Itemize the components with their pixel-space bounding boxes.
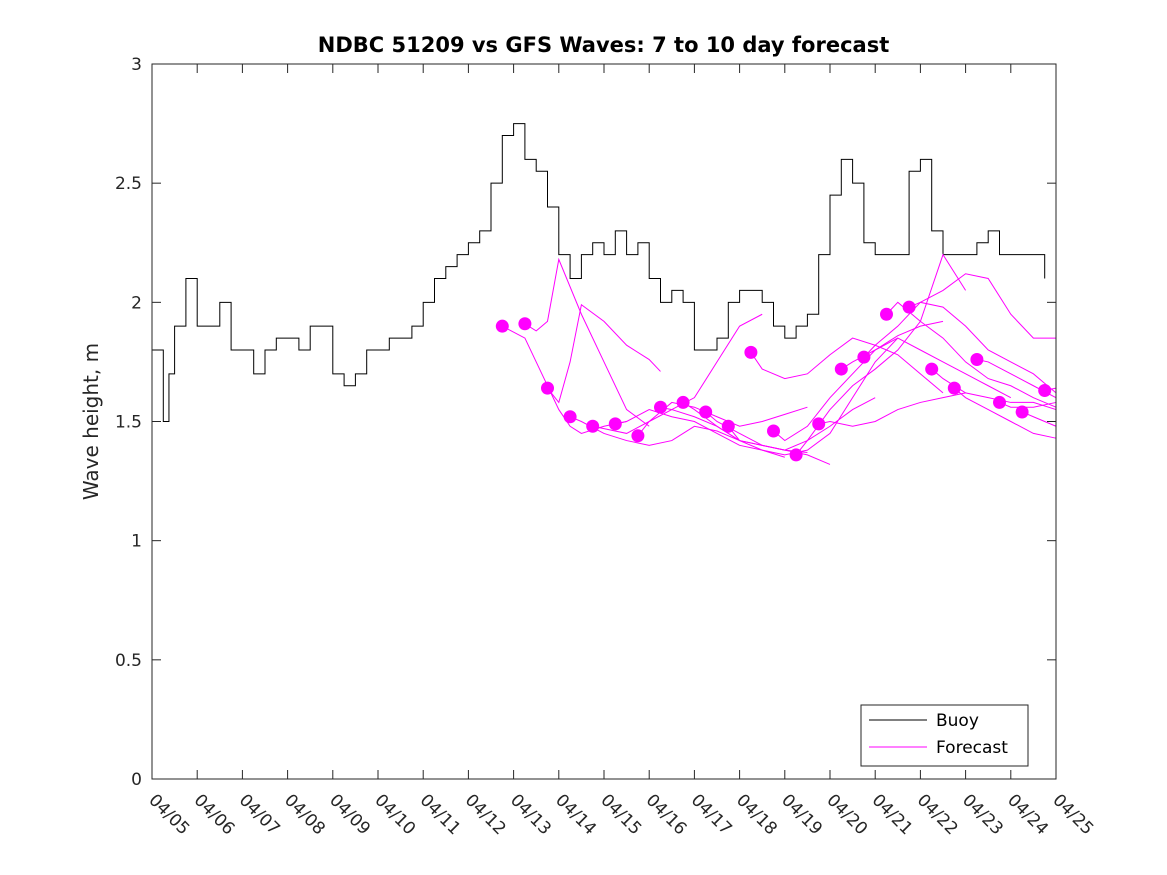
forecast-point <box>631 429 645 443</box>
forecast-point <box>495 319 509 333</box>
forecast-point <box>608 417 622 431</box>
forecast-point <box>1038 384 1052 398</box>
chart-title: NDBC 51209 vs GFS Waves: 7 to 10 day for… <box>318 33 889 57</box>
forecast-point <box>947 381 961 395</box>
forecast-point <box>767 424 780 438</box>
buoy-line <box>152 123 1046 422</box>
forecast-point <box>834 362 848 376</box>
forecast-line <box>931 368 1057 411</box>
forecast-point <box>880 307 893 321</box>
forecast-point <box>699 405 713 419</box>
legend-buoy-label: Buoy <box>936 711 979 731</box>
forecast-line <box>524 257 650 427</box>
forecast-line <box>795 253 967 456</box>
forecast-point <box>970 353 984 367</box>
legend-box <box>860 704 1029 767</box>
y-tick-label: 2.5 <box>115 174 142 194</box>
y-tick-label: 0.5 <box>115 651 142 671</box>
forecast-point <box>518 317 532 331</box>
forecast-point <box>812 417 826 431</box>
forecast-line <box>682 402 831 465</box>
series-layer <box>152 123 1057 465</box>
forecast-line <box>818 392 966 427</box>
forecast-line <box>727 337 899 456</box>
forecast-point <box>586 419 600 433</box>
forecast-point <box>744 345 758 359</box>
y-tick-label: 2 <box>131 293 142 313</box>
y-tick-label: 0 <box>131 770 142 790</box>
forecast-line <box>953 387 1057 439</box>
plot-area <box>152 64 1056 779</box>
y-tick-label: 3 <box>131 55 142 75</box>
forecast-point <box>541 381 554 395</box>
legend-forecast-label: Forecast <box>936 738 1008 758</box>
forecast-line <box>637 401 808 437</box>
forecast-line <box>773 320 944 442</box>
forecast-point <box>1015 405 1029 419</box>
forecast-point <box>857 350 871 364</box>
forecast-line <box>908 273 1056 339</box>
forecast-line <box>750 337 944 394</box>
forecast-point <box>902 300 916 314</box>
forecast-point <box>993 395 1006 409</box>
y-tick-label: 1.5 <box>115 413 142 433</box>
forecast-line <box>863 301 1057 394</box>
forecast-point <box>925 362 939 376</box>
forecast-point <box>721 419 735 433</box>
y-axis-label: Wave height, m <box>79 343 103 500</box>
forecast-point <box>563 410 577 424</box>
forecast-point <box>676 395 690 409</box>
legend: Buoy Forecast <box>860 704 1029 767</box>
forecast-line <box>547 303 661 404</box>
forecast-point <box>789 448 803 462</box>
forecast-point <box>654 400 667 414</box>
plot-area-border <box>151 63 1057 780</box>
y-tick-label: 1 <box>131 532 142 552</box>
forecast-line <box>615 409 785 458</box>
